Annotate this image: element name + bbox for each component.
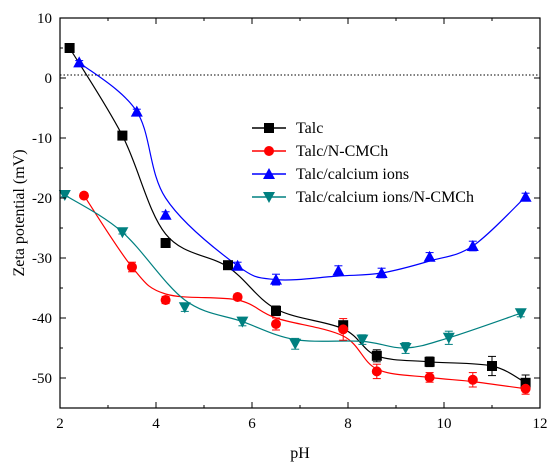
y-tick-label: -40: [32, 311, 52, 327]
series-3-data-point: [423, 250, 436, 262]
series-3-data-point: [73, 56, 86, 68]
series-1-data-point: [487, 361, 497, 371]
series-3-fit-line: [78, 61, 527, 281]
series-3-data-point: [270, 273, 282, 285]
series-1-data-point: [520, 377, 531, 388]
series-2-data-point: [127, 262, 137, 272]
series-4-data-point: [236, 316, 249, 328]
legend-label: Talc/N-CMCh: [296, 143, 388, 160]
legend-marker: [263, 192, 275, 203]
series-1-data-point: [64, 43, 75, 53]
series-3-data-point: [332, 264, 345, 276]
series-2-data-point: [79, 190, 89, 201]
series-3-data-point: [231, 259, 244, 271]
series-4-data-point: [178, 302, 191, 314]
x-tick-label: 8: [344, 416, 352, 432]
x-tick-label: 4: [152, 416, 160, 432]
series-2-data-point: [371, 366, 382, 377]
series-4-data-point: [442, 332, 455, 344]
series-3-data-point: [519, 190, 532, 202]
x-tick-label: 6: [248, 416, 256, 432]
plot-frame-layer: [59, 17, 541, 409]
series-2-data-point: [520, 383, 531, 394]
series-3-data-point: [130, 105, 143, 117]
legend-marker: [264, 123, 274, 133]
series-4-data-point: [58, 190, 71, 201]
series-4-data-point: [399, 343, 412, 354]
series-2-data-point: [467, 374, 478, 385]
series-4-data-point: [116, 227, 129, 239]
y-tick-label: -50: [32, 371, 52, 387]
plot-frame: [59, 17, 541, 409]
series-3-data-point: [159, 208, 172, 220]
legend-marker: [264, 146, 274, 156]
legend-entry-2: Talc/N-CMCh: [252, 143, 388, 160]
ticks-layer: 2 4 6 8 10 12 10 0 -10 -20 -30 -40 -50: [32, 11, 548, 432]
series-2-data-point: [271, 319, 281, 329]
y-tick-label: 10: [37, 11, 52, 27]
series-1-data-point: [424, 356, 435, 367]
series-2-data-point: [424, 372, 435, 383]
series-2-data-point: [338, 324, 349, 335]
series-2-data-point: [160, 295, 171, 305]
legend-entry-1: Talc: [252, 120, 323, 137]
x-axis-title: pH: [290, 445, 310, 462]
data-points-layer: [58, 43, 532, 394]
legend-label: Talc/calcium ions/N-CMCh: [296, 189, 474, 206]
series-1-data-point: [160, 238, 171, 248]
y-tick-label: -10: [32, 131, 52, 147]
series-1-fit-line: [69, 47, 526, 384]
y-tick-label: 0: [45, 71, 53, 87]
legend-entry-4: Talc/calcium ions/N-CMCh: [252, 189, 474, 206]
series-3-data-point: [466, 240, 479, 251]
series-4-data-point: [356, 334, 369, 346]
fit-curves-layer: [64, 47, 527, 390]
legend-label: Talc: [296, 120, 323, 137]
legend-marker: [263, 168, 275, 179]
series-4-data-point: [514, 308, 527, 320]
series-3-data-point: [375, 267, 388, 278]
legend-label: Talc/calcium ions: [296, 166, 409, 183]
x-tick-label: 10: [437, 416, 452, 432]
series-1-data-point: [271, 305, 281, 316]
series-2-fit-line: [83, 195, 526, 390]
series-4-data-point: [289, 338, 302, 350]
series-1-data-point: [223, 260, 233, 271]
legend-entry-3: Talc/calcium ions: [252, 166, 409, 183]
y-tick-label: -20: [32, 191, 52, 207]
x-tick-label: 12: [533, 416, 548, 432]
series-1-data-point: [117, 130, 128, 141]
series-2-data-point: [232, 292, 243, 302]
y-tick-label: -30: [32, 251, 52, 267]
x-tick-label: 2: [56, 416, 64, 432]
y-axis-title: Zeta potential (mV): [11, 149, 28, 276]
series-1-data-point: [371, 350, 382, 361]
legend: Talc Talc/N-CMCh Talc/calcium ions Talc/cal…: [252, 120, 474, 206]
